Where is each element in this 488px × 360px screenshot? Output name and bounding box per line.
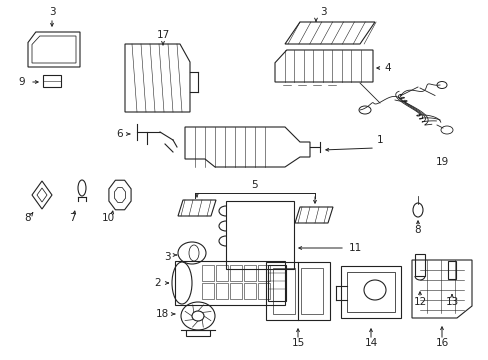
Text: 13: 13 — [445, 297, 458, 307]
Text: 11: 11 — [347, 243, 361, 253]
Text: 10: 10 — [101, 213, 114, 223]
Text: 8: 8 — [24, 213, 31, 223]
Bar — [225, 201, 293, 269]
Text: 5: 5 — [251, 180, 258, 190]
Bar — [265, 262, 329, 320]
Bar — [272, 268, 294, 314]
Text: 12: 12 — [412, 297, 426, 307]
Bar — [340, 266, 400, 318]
Text: 16: 16 — [434, 338, 447, 348]
Text: 8: 8 — [414, 225, 421, 235]
Bar — [346, 272, 394, 312]
Text: 14: 14 — [364, 338, 377, 348]
Bar — [229, 265, 242, 281]
Bar — [185, 330, 209, 336]
Text: 3: 3 — [319, 7, 325, 17]
Text: 7: 7 — [68, 213, 75, 223]
Bar — [216, 283, 227, 299]
Bar — [202, 265, 214, 281]
Bar — [244, 265, 256, 281]
Text: 3: 3 — [163, 252, 170, 262]
Bar — [301, 268, 323, 314]
Bar — [216, 265, 227, 281]
Bar — [414, 254, 424, 276]
Text: 15: 15 — [291, 338, 304, 348]
Text: 1: 1 — [376, 135, 383, 145]
Bar — [258, 283, 269, 299]
Bar — [244, 283, 256, 299]
Text: 3: 3 — [49, 7, 55, 17]
Text: 17: 17 — [156, 30, 169, 40]
Text: 18: 18 — [155, 309, 168, 319]
Text: 6: 6 — [117, 129, 123, 139]
Bar — [447, 261, 455, 279]
Bar — [202, 283, 214, 299]
Bar — [43, 75, 61, 87]
Text: 2: 2 — [154, 278, 161, 288]
Bar — [258, 265, 269, 281]
Text: 19: 19 — [434, 157, 447, 167]
Text: 4: 4 — [384, 63, 390, 73]
Bar — [267, 265, 285, 301]
Bar — [175, 261, 285, 305]
Bar — [229, 283, 242, 299]
Text: 9: 9 — [19, 77, 25, 87]
